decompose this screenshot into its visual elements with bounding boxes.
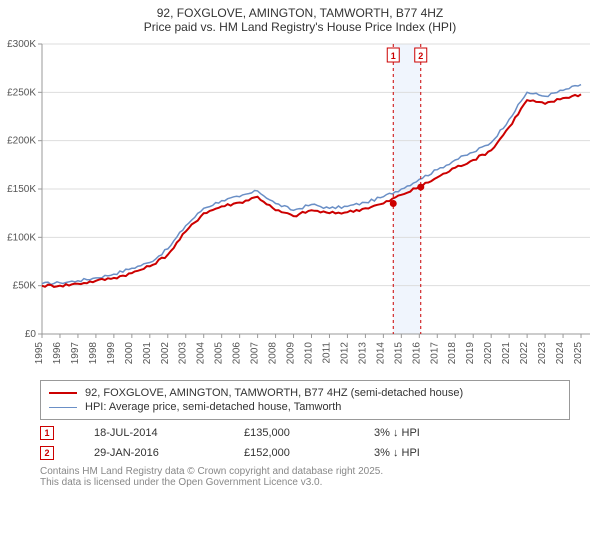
x-tick-label: 2016 bbox=[411, 342, 422, 365]
marker-point bbox=[390, 200, 397, 207]
x-tick-label: 2013 bbox=[357, 342, 368, 365]
footer-line-2: This data is licensed under the Open Gov… bbox=[40, 477, 570, 488]
transaction-row: 2 29-JAN-2016 £152,000 3% ↓ HPI bbox=[40, 446, 570, 460]
title-line-1: 92, FOXGLOVE, AMINGTON, TAMWORTH, B77 4H… bbox=[10, 6, 590, 20]
legend-label: HPI: Average price, semi-detached house,… bbox=[85, 401, 341, 413]
transaction-list: 1 18-JUL-2014 £135,000 3% ↓ HPI 2 29-JAN-2016… bbox=[0, 426, 600, 460]
transaction-price: £152,000 bbox=[244, 447, 334, 459]
x-tick-label: 1997 bbox=[70, 342, 81, 365]
transaction-price: £135,000 bbox=[244, 427, 334, 439]
x-tick-label: 2017 bbox=[429, 342, 440, 365]
x-tick-label: 2006 bbox=[232, 342, 243, 365]
transaction-delta: 3% ↓ HPI bbox=[374, 447, 420, 459]
footer-attribution: Contains HM Land Registry data © Crown c… bbox=[40, 466, 570, 488]
chart-title: 92, FOXGLOVE, AMINGTON, TAMWORTH, B77 4H… bbox=[0, 0, 600, 36]
y-tick-label: £250K bbox=[7, 87, 36, 98]
x-tick-label: 2019 bbox=[465, 342, 476, 365]
legend-row: HPI: Average price, semi-detached house,… bbox=[49, 401, 561, 413]
y-tick-label: £200K bbox=[7, 136, 36, 147]
x-tick-label: 1996 bbox=[52, 342, 63, 365]
x-tick-label: 2008 bbox=[268, 342, 279, 365]
x-tick-label: 2000 bbox=[124, 342, 135, 365]
transaction-row: 1 18-JUL-2014 £135,000 3% ↓ HPI bbox=[40, 426, 570, 440]
x-tick-label: 2014 bbox=[375, 342, 386, 365]
legend-label: 92, FOXGLOVE, AMINGTON, TAMWORTH, B77 4H… bbox=[85, 387, 463, 399]
legend: 92, FOXGLOVE, AMINGTON, TAMWORTH, B77 4H… bbox=[40, 380, 570, 420]
legend-swatch bbox=[49, 407, 77, 408]
transaction-delta: 3% ↓ HPI bbox=[374, 427, 420, 439]
x-tick-label: 2018 bbox=[447, 342, 458, 365]
transaction-marker: 1 bbox=[40, 426, 54, 440]
marker-label: 1 bbox=[391, 51, 396, 61]
x-tick-label: 2015 bbox=[393, 342, 404, 365]
x-tick-label: 2001 bbox=[142, 342, 153, 365]
x-tick-label: 2025 bbox=[573, 342, 584, 365]
title-line-2: Price paid vs. HM Land Registry's House … bbox=[10, 20, 590, 34]
transaction-date: 18-JUL-2014 bbox=[94, 427, 204, 439]
y-tick-label: £100K bbox=[7, 232, 36, 243]
x-tick-label: 2009 bbox=[286, 342, 297, 365]
x-tick-label: 2023 bbox=[537, 342, 548, 365]
y-tick-label: £50K bbox=[13, 281, 37, 292]
series-price_paid bbox=[42, 94, 581, 287]
x-tick-label: 2002 bbox=[160, 342, 171, 365]
x-tick-label: 2005 bbox=[214, 342, 225, 365]
legend-swatch bbox=[49, 392, 77, 394]
y-tick-label: £300K bbox=[7, 39, 36, 50]
transaction-marker: 2 bbox=[40, 446, 54, 460]
y-tick-label: £150K bbox=[7, 184, 36, 195]
footer-line-1: Contains HM Land Registry data © Crown c… bbox=[40, 466, 570, 477]
legend-row: 92, FOXGLOVE, AMINGTON, TAMWORTH, B77 4H… bbox=[49, 387, 561, 399]
x-tick-label: 2020 bbox=[483, 342, 494, 365]
x-tick-label: 2007 bbox=[250, 342, 261, 365]
series-hpi bbox=[42, 85, 581, 285]
x-tick-label: 2010 bbox=[304, 342, 315, 365]
x-tick-label: 2003 bbox=[178, 342, 189, 365]
x-tick-label: 2011 bbox=[321, 342, 332, 364]
marker-label: 2 bbox=[418, 51, 423, 61]
x-tick-label: 2004 bbox=[196, 342, 207, 365]
marker-point bbox=[417, 184, 424, 191]
price-chart: £0 £50K £100K £150K £200K £250K £300K 1995 1996 1… bbox=[0, 36, 600, 376]
x-tick-label: 2024 bbox=[555, 342, 566, 365]
x-tick-label: 2021 bbox=[501, 342, 512, 365]
x-tick-label: 1995 bbox=[34, 342, 45, 365]
x-tick-label: 2012 bbox=[339, 342, 350, 365]
transaction-date: 29-JAN-2016 bbox=[94, 447, 204, 459]
x-tick-label: 1998 bbox=[88, 342, 99, 365]
x-tick-label: 1999 bbox=[106, 342, 117, 365]
x-tick-label: 2022 bbox=[519, 342, 530, 365]
y-tick-label: £0 bbox=[25, 329, 37, 340]
